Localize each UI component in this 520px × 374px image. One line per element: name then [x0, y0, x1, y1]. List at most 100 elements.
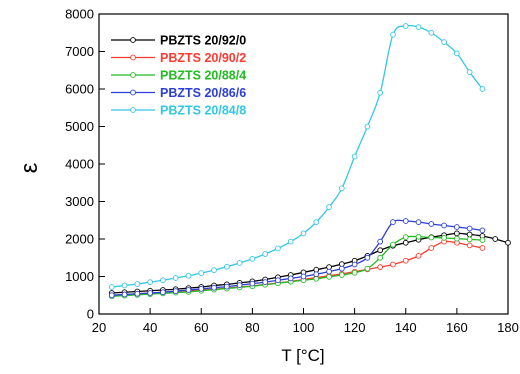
data-point	[287, 238, 294, 245]
y-tick-label: 1000	[65, 269, 94, 284]
data-point	[108, 292, 115, 299]
data-point	[402, 239, 409, 246]
x-tick-label: 20	[92, 320, 106, 335]
data-point	[262, 279, 269, 285]
data-point	[326, 274, 332, 280]
x-tick-label: 120	[344, 320, 366, 335]
data-point	[377, 247, 384, 254]
y-tick-label: 6000	[65, 82, 94, 97]
data-point	[415, 219, 422, 225]
legend-swatch-marker	[130, 89, 136, 96]
data-point	[198, 286, 205, 292]
data-point	[390, 31, 396, 38]
data-point	[479, 237, 486, 243]
data-point	[441, 39, 447, 45]
data-point	[364, 123, 371, 130]
data-point	[147, 290, 153, 296]
data-point	[326, 268, 332, 275]
data-point	[249, 280, 256, 287]
data-point	[377, 264, 384, 270]
data-point	[236, 282, 243, 288]
data-point	[454, 230, 460, 237]
data-point	[249, 256, 256, 262]
data-point	[415, 24, 422, 30]
data-point	[313, 271, 320, 278]
data-point	[172, 275, 179, 281]
y-tick-label: 0	[87, 307, 94, 322]
x-tick-label: 160	[446, 320, 468, 335]
data-point	[390, 261, 396, 268]
data-point	[441, 235, 447, 241]
data-point	[479, 86, 486, 92]
series-line-2	[111, 240, 483, 296]
data-point	[160, 277, 166, 284]
data-point	[223, 283, 230, 290]
data-point	[160, 289, 166, 296]
data-point	[402, 257, 409, 264]
series-lines	[108, 23, 511, 300]
data-point	[428, 29, 435, 36]
data-point	[185, 287, 192, 293]
data-point	[351, 261, 358, 268]
data-point	[466, 69, 473, 75]
data-point	[377, 89, 384, 96]
data-point	[377, 238, 384, 245]
data-point	[211, 267, 217, 273]
data-point	[300, 230, 307, 237]
data-point	[338, 265, 345, 272]
series-line-4	[111, 219, 483, 296]
y-tick-label: 4000	[65, 157, 94, 172]
data-point	[415, 253, 422, 259]
data-point	[236, 260, 243, 266]
x-tick-label: 100	[293, 320, 315, 335]
data-point	[505, 239, 511, 246]
data-point	[275, 245, 281, 252]
data-point	[466, 225, 473, 232]
data-point	[441, 222, 447, 229]
data-point	[428, 245, 435, 251]
data-point	[351, 153, 358, 160]
data-point	[454, 235, 460, 242]
data-point	[466, 231, 473, 238]
data-point	[390, 219, 396, 225]
legend-swatch-marker	[130, 54, 136, 61]
data-point	[121, 291, 128, 298]
data-point	[415, 233, 422, 240]
y-tick-label: 5000	[65, 119, 94, 134]
legend-entry-label: PBZTS 20/84/8	[160, 104, 246, 118]
legend-entry-label: PBZTS 20/90/2	[160, 51, 246, 65]
data-point	[211, 284, 217, 291]
data-point	[326, 204, 332, 210]
data-point	[479, 245, 486, 251]
y-axis-label: ε	[16, 162, 43, 173]
data-point	[338, 272, 345, 278]
y-tick-label: 8000	[65, 7, 94, 22]
y-tick-label: 7000	[65, 44, 94, 59]
data-point	[198, 270, 205, 276]
data-point	[275, 277, 281, 284]
data-point	[287, 275, 294, 282]
data-point	[364, 254, 371, 261]
data-point	[134, 281, 141, 287]
x-tick-label: 60	[194, 320, 208, 335]
x-tick-label: 80	[245, 320, 259, 335]
data-point	[492, 236, 499, 242]
data-point	[147, 279, 153, 285]
data-point	[402, 218, 409, 224]
data-point	[428, 234, 435, 241]
data-point	[300, 273, 307, 280]
x-tick-label: 40	[143, 320, 157, 335]
legend-entry-label: PBZTS 20/86/6	[160, 86, 246, 100]
data-point	[185, 272, 192, 279]
series-line-3	[111, 235, 483, 298]
data-point	[351, 269, 358, 276]
data-point	[428, 221, 435, 227]
legend: PBZTS 20/92/0 PBZTS 20/90/2 PBZTS 20/88/4 P…	[111, 34, 246, 118]
data-point	[377, 254, 384, 261]
data-point	[466, 242, 473, 249]
data-point	[172, 288, 179, 294]
data-point	[108, 284, 115, 290]
y-tick-label: 3000	[65, 194, 94, 209]
y-tick-label: 2000	[65, 232, 94, 247]
